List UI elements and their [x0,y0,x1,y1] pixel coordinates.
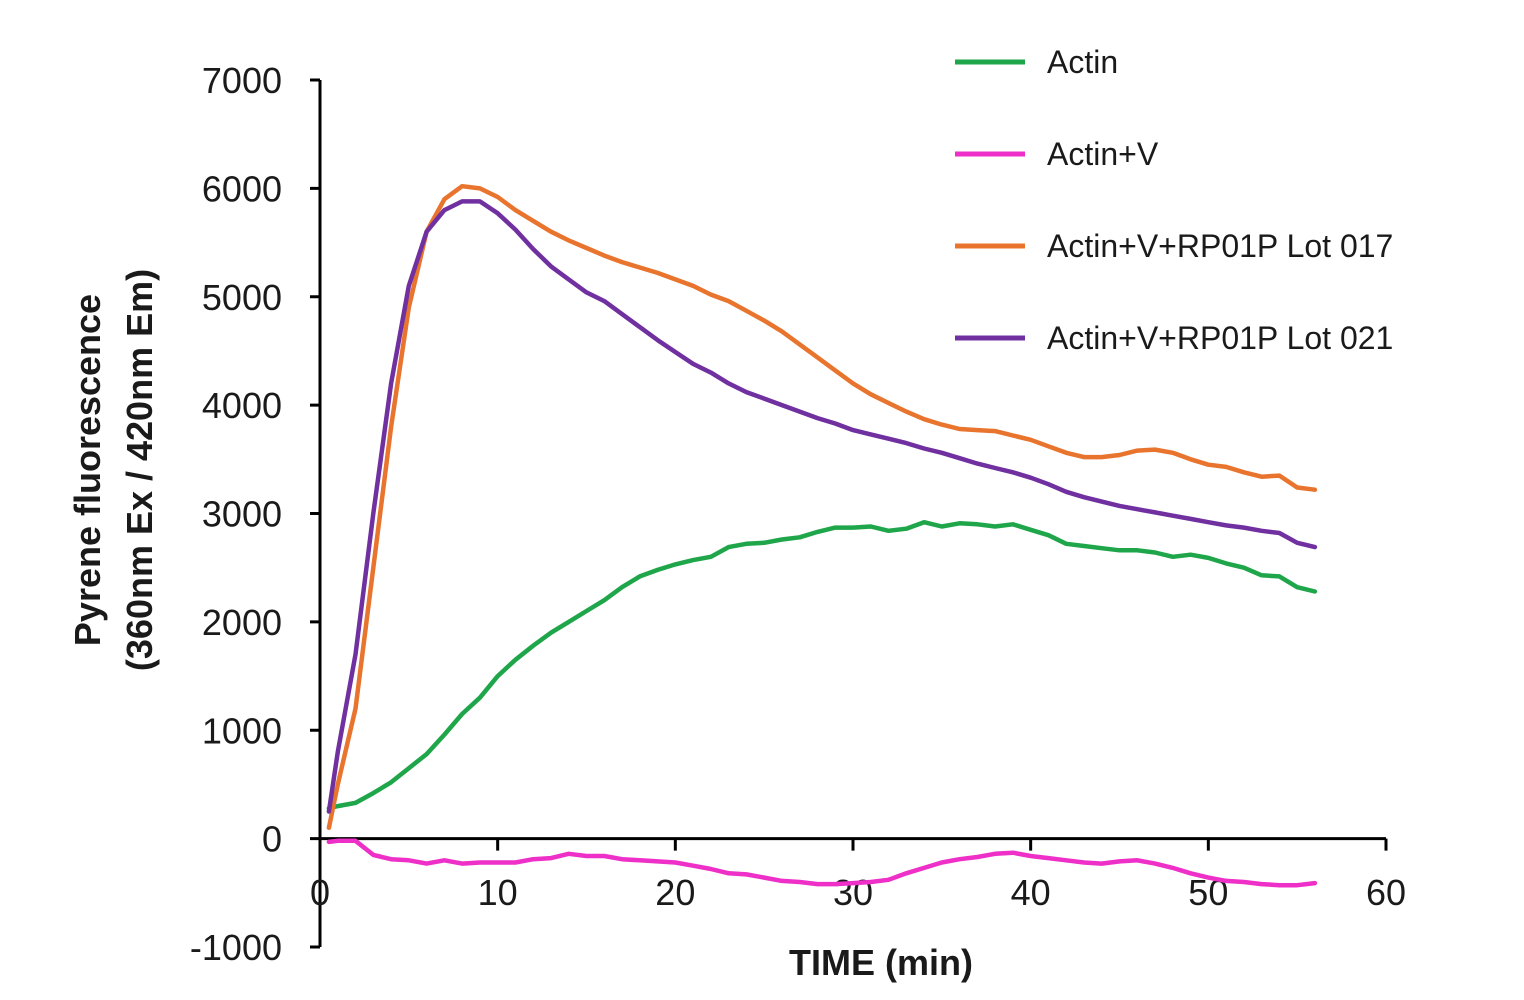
x-axis-title: TIME (min) [789,942,973,983]
x-tick-label: 60 [1366,872,1406,913]
legend-item: Actin [955,44,1118,80]
x-tick-label: 20 [655,872,695,913]
legend-label: Actin+V+RP01P Lot 017 [1047,228,1393,264]
y-axis-title-line1: Pyrene fluorescence [67,294,108,646]
x-axis: 0 10 20 30 40 50 60 [310,837,1406,913]
y-tick-label: 7000 [202,60,282,101]
legend-item: Actin+V+RP01P Lot 017 [955,228,1393,264]
y-axis-title-line2: (360nm Ex / 420nm Em) [119,269,160,671]
series-line-3 [326,183,1318,831]
legend-label: Actin+V [1047,136,1159,172]
legend-item: Actin+V+RP01P Lot 021 [955,320,1393,356]
y-tick-label: 2000 [202,602,282,643]
series-line-2 [326,838,1318,888]
y-tick-label: 3000 [202,494,282,535]
legend-label: Actin [1047,44,1118,80]
series-line-1 [326,519,1318,811]
x-tick-label: 0 [310,872,330,913]
series-layer [326,183,1318,888]
y-tick-label: 5000 [202,277,282,318]
x-tick-label: 10 [478,872,518,913]
legend-label: Actin+V+RP01P Lot 021 [1047,320,1393,356]
x-tick-label: 40 [1011,872,1051,913]
legend-item: Actin+V [955,136,1159,172]
y-tick-label: 4000 [202,385,282,426]
series-line-4 [326,199,1318,814]
y-axis-title: Pyrene fluorescence (360nm Ex / 420nm Em… [67,269,160,671]
y-tick-label: 6000 [202,168,282,209]
y-tick-label: 0 [262,819,282,860]
x-tick-label: 30 [833,872,873,913]
legend: Actin Actin+V Actin+V+RP01P Lot 017 Actin+V… [955,44,1393,356]
y-axis: -1000 0 1000 2000 3000 4000 5000 6000 7000 [190,60,322,968]
y-tick-label: -1000 [190,927,282,968]
y-tick-label: 1000 [202,710,282,751]
